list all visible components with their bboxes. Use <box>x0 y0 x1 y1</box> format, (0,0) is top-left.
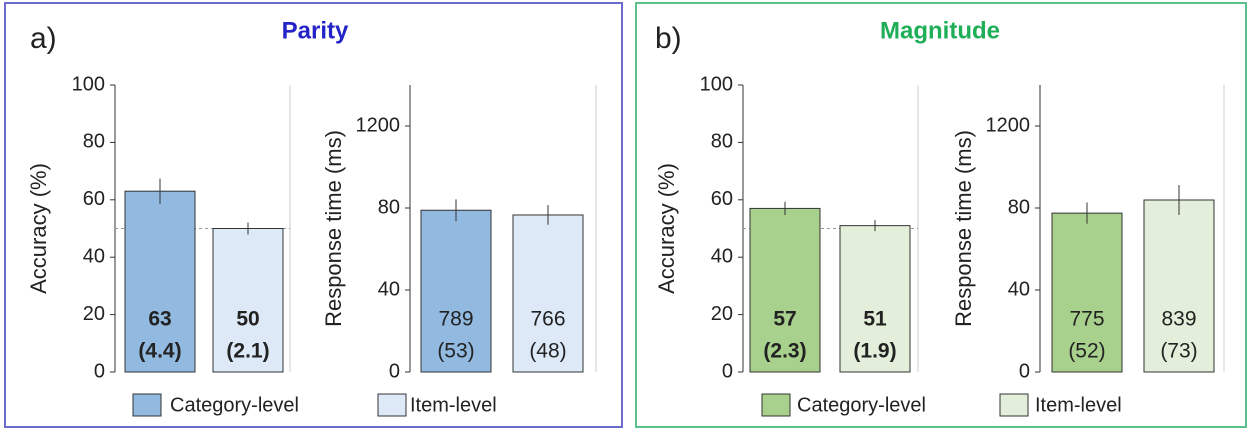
legend-swatch <box>132 393 162 417</box>
y-axis-label: Accuracy (%) <box>654 163 679 294</box>
value-label: 50 <box>236 308 259 331</box>
y-tick-label: 100 <box>700 73 733 95</box>
y-axis-label: Response time (ms) <box>321 130 346 327</box>
value-label: 766 <box>530 308 565 331</box>
y-tick-label: 40 <box>711 245 733 267</box>
y-tick-label: 1200 <box>986 114 1031 136</box>
panel-label: b) <box>655 22 682 55</box>
value-label: 789 <box>438 308 473 331</box>
y-tick-label: 0 <box>94 360 105 382</box>
y-tick-label: 80 <box>83 131 105 153</box>
panel-title: Parity <box>282 17 349 44</box>
error-label: (73) <box>1160 340 1197 363</box>
y-tick-label: 0 <box>1019 360 1030 382</box>
y-tick-label: 40 <box>378 278 400 300</box>
y-tick-label: 40 <box>1008 278 1030 300</box>
bar <box>212 228 284 373</box>
legend-label: Category-level <box>797 394 926 416</box>
value-label: 51 <box>863 308 887 331</box>
error-label: (4.4) <box>138 340 181 363</box>
bar <box>420 209 492 373</box>
legend-label: Item-level <box>410 394 497 416</box>
bar <box>512 214 584 373</box>
panel-frame <box>4 2 623 428</box>
error-label: (2.3) <box>763 340 806 363</box>
error-label: (52) <box>1068 340 1105 363</box>
error-label: (53) <box>437 340 474 363</box>
y-tick-label: 20 <box>711 303 733 325</box>
panel-title: Magnitude <box>880 17 1000 44</box>
y-tick-label: 20 <box>83 303 105 325</box>
value-label: 775 <box>1069 308 1104 331</box>
y-tick-label: 80 <box>711 131 733 153</box>
error-label: (2.1) <box>226 340 269 363</box>
y-tick-label: 80 <box>1008 196 1030 218</box>
bar <box>1051 212 1123 373</box>
bar <box>839 225 911 373</box>
value-label: 63 <box>148 308 171 331</box>
error-label: (48) <box>529 340 566 363</box>
value-label: 57 <box>773 308 796 331</box>
y-axis-label: Response time (ms) <box>951 130 976 327</box>
legend-swatch <box>761 393 791 417</box>
y-tick-label: 100 <box>72 73 105 95</box>
y-tick-label: 60 <box>711 188 733 210</box>
y-tick-label: 0 <box>722 360 733 382</box>
legend-label: Category-level <box>170 394 299 416</box>
y-tick-label: 0 <box>389 360 400 382</box>
y-axis-label: Accuracy (%) <box>26 163 51 294</box>
error-label: (1.9) <box>853 340 896 363</box>
y-tick-label: 60 <box>83 188 105 210</box>
panel-frame <box>635 2 1247 428</box>
legend-swatch <box>377 393 407 417</box>
y-tick-label: 1200 <box>356 114 401 136</box>
y-tick-label: 40 <box>83 245 105 267</box>
legend-label: Item-level <box>1035 394 1122 416</box>
y-tick-label: 80 <box>378 196 400 218</box>
legend-swatch <box>999 393 1029 417</box>
value-label: 839 <box>1161 308 1196 331</box>
panel-label: a) <box>30 22 57 55</box>
bar <box>1143 199 1215 373</box>
